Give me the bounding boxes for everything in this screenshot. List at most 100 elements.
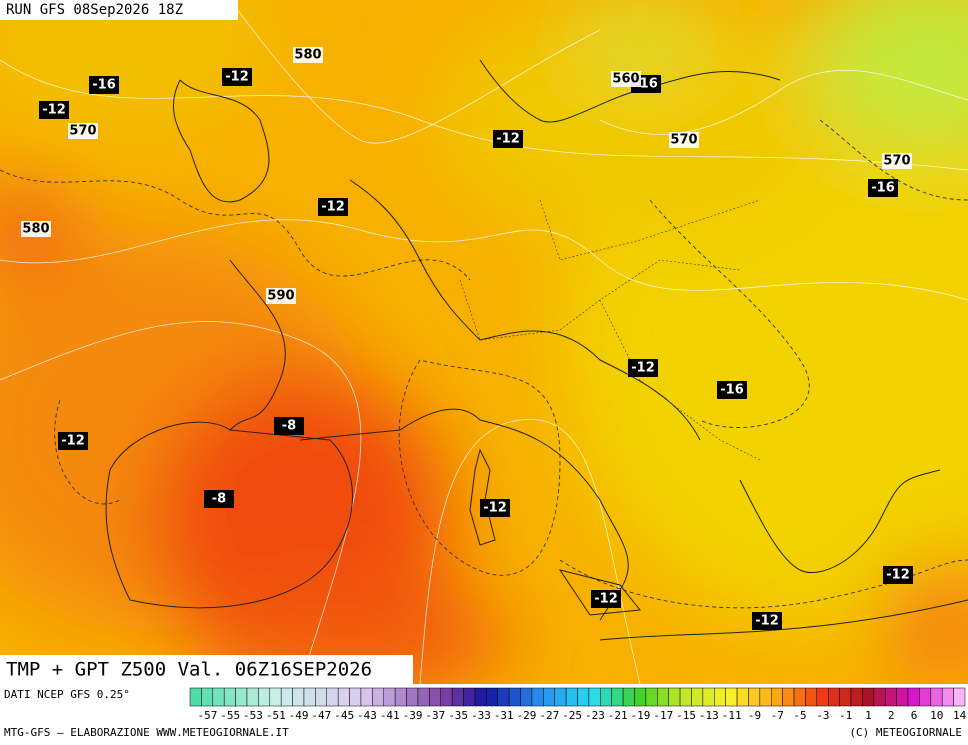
isotherm-label: -12 <box>886 568 910 583</box>
color-cell <box>793 687 806 707</box>
map: -16-12-12-16-12-16-12-12-16-8-12-8-12-12… <box>0 0 968 684</box>
color-cell <box>611 687 624 707</box>
color-cell <box>691 687 704 707</box>
color-cell <box>702 687 715 707</box>
temperature-contours <box>0 119 968 609</box>
color-bar-label: -37 <box>425 709 445 722</box>
isotherm-label: -12 <box>225 70 249 85</box>
color-cell <box>315 687 328 707</box>
color-cell <box>474 687 487 707</box>
color-cell <box>725 687 738 707</box>
isotherm-label: -16 <box>92 78 116 93</box>
color-bar-label: -43 <box>357 709 377 722</box>
color-bar-label: -5 <box>793 709 806 722</box>
height-box <box>669 132 699 148</box>
color-cell <box>748 687 761 707</box>
borders <box>459 199 761 461</box>
color-bar-label: 6 <box>911 709 918 722</box>
color-bar-label: 14 <box>953 709 967 722</box>
color-bar-label: 2 <box>888 709 895 722</box>
color-cell <box>337 687 350 707</box>
isotherm-label: -12 <box>496 132 520 147</box>
source-label: DATI NCEP GFS 0.25° <box>4 688 130 701</box>
height-label: 570 <box>670 133 697 148</box>
color-cell <box>919 687 932 707</box>
color-cell <box>531 687 544 707</box>
color-bar-label: -45 <box>334 709 354 722</box>
color-cell <box>816 687 829 707</box>
color-cell <box>736 687 749 707</box>
color-cell <box>258 687 271 707</box>
color-cell <box>292 687 305 707</box>
isotherm-label: -12 <box>631 361 655 376</box>
color-cell <box>486 687 498 707</box>
color-cell <box>406 687 419 707</box>
color-bar-label: -23 <box>585 709 605 722</box>
color-cell <box>269 687 282 707</box>
color-cell <box>280 687 293 707</box>
color-cell <box>394 687 407 707</box>
color-bar-label: -55 <box>220 709 240 722</box>
color-cell <box>497 687 510 707</box>
isotherm-box <box>204 490 234 508</box>
color-cell <box>383 687 396 707</box>
height-box <box>21 221 51 237</box>
color-cell <box>235 687 248 707</box>
isotherm-label: -12 <box>594 592 618 607</box>
color-cell <box>759 687 772 707</box>
color-cell <box>417 687 430 707</box>
color-cell <box>782 687 795 707</box>
color-cell <box>463 687 476 707</box>
color-bar-label: -29 <box>517 709 537 722</box>
isotherm-label: -12 <box>321 200 345 215</box>
color-bar-label: -7 <box>771 709 784 722</box>
color-cell <box>451 687 464 707</box>
height-label: 580 <box>22 222 49 237</box>
color-bar-label: -39 <box>403 709 423 722</box>
isotherm-box <box>58 432 88 450</box>
color-cell <box>679 687 692 707</box>
color-cell <box>622 687 635 707</box>
color-cell <box>930 687 943 707</box>
run-label: RUN GFS 08Sep2026 18Z <box>6 2 183 18</box>
height-box <box>68 123 98 139</box>
color-cell <box>884 687 897 707</box>
color-cell <box>827 687 840 707</box>
isotherm-box <box>222 68 252 86</box>
color-cell <box>588 687 601 707</box>
coastlines <box>105 59 968 641</box>
isotherm-label: -12 <box>483 501 507 516</box>
color-cell <box>862 687 875 707</box>
isotherm-label: -12 <box>61 434 85 449</box>
color-cell <box>565 687 578 707</box>
isotherm-box <box>591 590 621 608</box>
color-bar-label: -21 <box>608 709 628 722</box>
isotherm-box <box>717 381 747 399</box>
color-cell <box>554 687 567 707</box>
map-title: TMP + GPT Z500 Val. 06Z16SEP2026 <box>6 659 372 681</box>
isotherm-label: -12 <box>755 614 779 629</box>
isotherm-label: -8 <box>282 419 296 434</box>
footer-left: MTG-GFS — ELABORAZIONE WWW.METEOGIORNALE… <box>4 726 289 739</box>
color-cell <box>223 687 236 707</box>
title-box <box>0 655 413 684</box>
color-bar-label: -25 <box>562 709 582 722</box>
color-bar-label: -35 <box>448 709 468 722</box>
map-labels: -16-12-12-16-12-16-12-12-16-8-12-8-12-12… <box>21 47 913 630</box>
height-label: 560 <box>612 72 639 87</box>
color-cell <box>189 687 202 707</box>
isotherm-label: -8 <box>212 492 226 507</box>
color-bar-label: -13 <box>699 709 719 722</box>
color-cell <box>907 687 920 707</box>
height-box <box>266 288 296 304</box>
color-cell <box>372 687 384 707</box>
color-cell <box>657 687 669 707</box>
height-label: 570 <box>883 154 910 169</box>
footer-right: (C) METEOGIORNALE <box>849 726 962 739</box>
isotherm-label: -16 <box>720 383 744 398</box>
color-cell <box>645 687 658 707</box>
color-bar-label: -1 <box>839 709 852 722</box>
color-bar-label: -31 <box>494 709 514 722</box>
color-cell <box>360 687 373 707</box>
